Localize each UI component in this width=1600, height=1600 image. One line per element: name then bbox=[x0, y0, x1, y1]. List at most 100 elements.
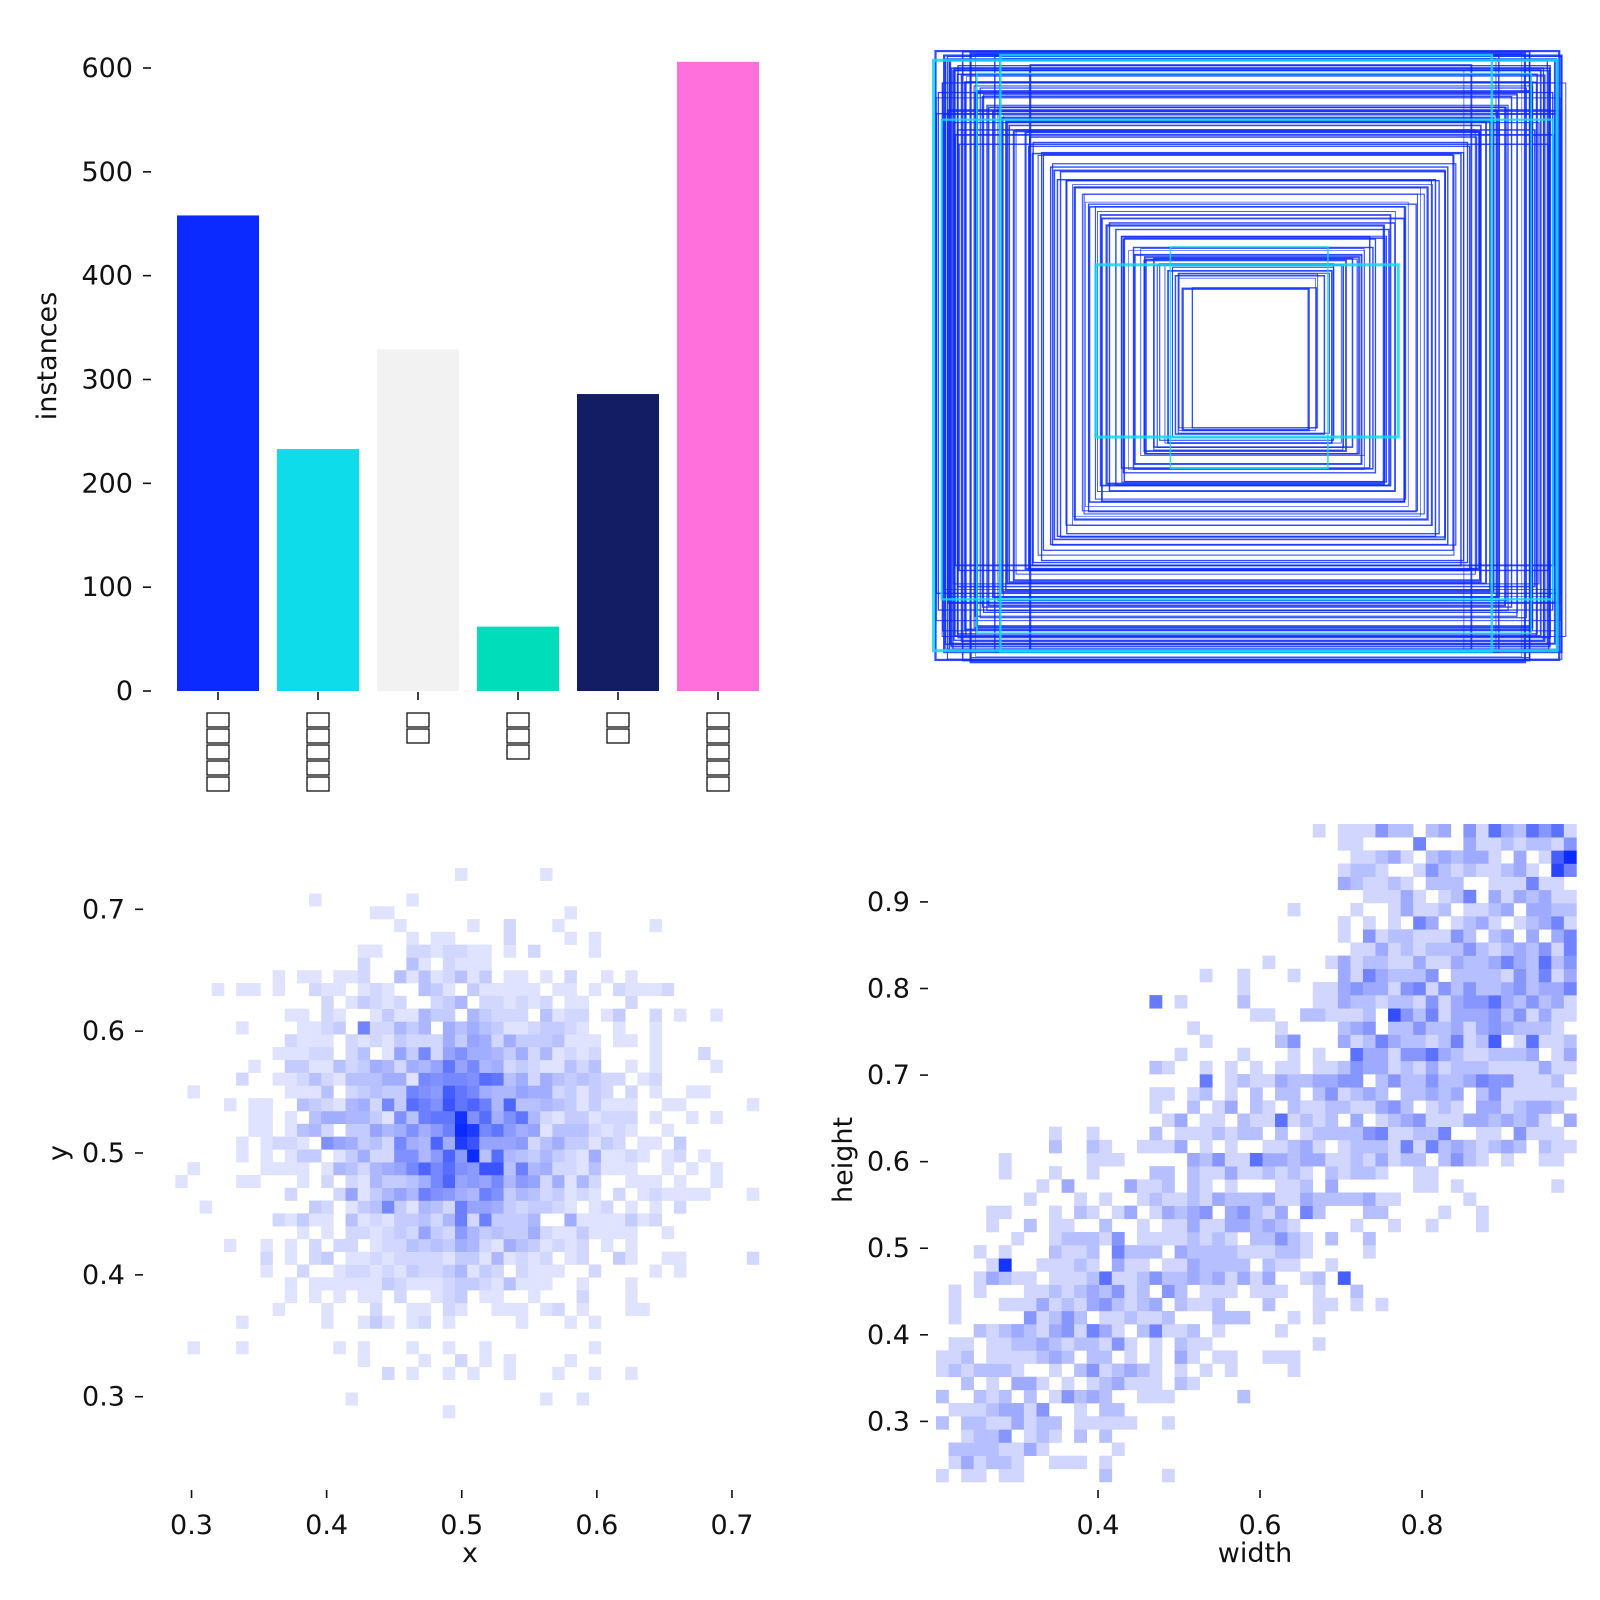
wh-heatmap-cell bbox=[1337, 837, 1351, 851]
wh-heatmap-cell bbox=[1350, 1034, 1364, 1049]
xy-heatmap-cell bbox=[637, 1136, 650, 1150]
wh-heatmap-cell bbox=[1036, 1310, 1050, 1325]
wh-heatmap-cell bbox=[1262, 1350, 1276, 1364]
wh-heatmap-cell bbox=[1199, 1113, 1213, 1127]
wh-heatmap-cell bbox=[1224, 1139, 1238, 1154]
xy-heatmap-cell bbox=[442, 1226, 456, 1240]
xy-heatmap-cell bbox=[661, 1251, 675, 1265]
wh-heatmap-cell bbox=[1023, 1350, 1037, 1364]
wh-heatmap-cell bbox=[1300, 1271, 1314, 1285]
wh-heatmap-cell bbox=[1337, 1060, 1351, 1075]
wh-heatmap-cell bbox=[1224, 1231, 1238, 1246]
bar-y-tick-label: 200 bbox=[81, 468, 133, 499]
xy-heatmap-cell bbox=[588, 1162, 602, 1176]
xy-heatmap-cell bbox=[454, 995, 468, 1009]
wh-heatmap-cell bbox=[1362, 968, 1376, 983]
xy-heatmap-cell bbox=[613, 1136, 626, 1150]
xy-heatmap-cell bbox=[479, 1085, 492, 1099]
wh-heatmap-cell bbox=[1086, 1284, 1100, 1299]
wh-heatmap-cell bbox=[1513, 1087, 1527, 1101]
wh-heatmap-cell bbox=[1224, 1218, 1238, 1233]
wh-heatmap-cell bbox=[1337, 824, 1351, 838]
wh-heatmap-cell bbox=[1488, 863, 1502, 877]
xy-heatmap-cell bbox=[357, 1277, 371, 1291]
wh-heatmap-cell bbox=[1111, 1416, 1125, 1430]
xy-heatmap-cell bbox=[467, 1008, 480, 1022]
wh-heatmap-cells bbox=[936, 824, 1577, 1483]
wh-heatmap-cell bbox=[1551, 902, 1565, 917]
xy-heatmap-cell bbox=[552, 1072, 565, 1086]
wh-heatmap-cell bbox=[1350, 955, 1364, 970]
xy-heatmap-cell bbox=[527, 1277, 541, 1291]
wh-heatmap-cell bbox=[1162, 1468, 1175, 1483]
wh-heatmap-cell bbox=[1212, 1218, 1226, 1233]
wh-heatmap-cell bbox=[1262, 1245, 1276, 1259]
xy-heatmap-cell bbox=[503, 1123, 517, 1137]
wh-heatmap-cell bbox=[1463, 981, 1477, 996]
xy-heatmap-cell bbox=[625, 1085, 638, 1099]
wh-heatmap-cell bbox=[1337, 863, 1351, 877]
xy-heatmap-cell bbox=[418, 1302, 431, 1316]
xy-heatmap-cell bbox=[406, 1264, 419, 1278]
wh-heatmap-cell bbox=[1262, 1139, 1276, 1154]
wh-heatmap-cell bbox=[1136, 1179, 1150, 1193]
xy-y-tick-label: 0.5 bbox=[82, 1138, 125, 1169]
wh-heatmap-cell bbox=[1526, 1021, 1540, 1035]
wh-heatmap-cell bbox=[1162, 1389, 1175, 1404]
xy-heatmap-cell bbox=[588, 1200, 602, 1214]
wh-heatmap-cell bbox=[1463, 942, 1477, 956]
xy-heatmap-cell bbox=[625, 1162, 638, 1176]
wh-heatmap-cell bbox=[1074, 1271, 1087, 1285]
xy-heatmap-cell bbox=[430, 1008, 444, 1022]
xy-heatmap-cell bbox=[527, 1046, 541, 1061]
xy-heatmap-cell bbox=[564, 1072, 577, 1086]
xy-heatmap-cell bbox=[600, 1110, 614, 1125]
wh-heatmap-cell bbox=[1325, 995, 1339, 1009]
xy-heatmap-cell bbox=[540, 970, 553, 984]
xy-heatmap-cell bbox=[369, 906, 383, 920]
xy-heatmap-cell bbox=[406, 1162, 419, 1176]
wh-heatmap-cell bbox=[1174, 1350, 1188, 1364]
xy-heatmap-cell bbox=[625, 1290, 638, 1304]
xy-heatmap-cell bbox=[552, 1059, 565, 1073]
xy-heatmap-cell bbox=[357, 1264, 371, 1278]
xy-heatmap-cell bbox=[296, 1226, 310, 1240]
xy-heatmap-cell bbox=[491, 995, 504, 1009]
xy-heatmap-cell bbox=[588, 1226, 602, 1240]
wh-heatmap-cell bbox=[1551, 1126, 1565, 1141]
xy-heatmap-cell bbox=[284, 1123, 298, 1137]
wh-heatmap-cell bbox=[1249, 1245, 1263, 1259]
wh-heatmap-cell bbox=[1162, 1271, 1175, 1285]
instance-box bbox=[964, 81, 1537, 637]
xy-heatmap-cell bbox=[503, 931, 517, 945]
wh-heatmap-cell bbox=[1162, 1192, 1175, 1206]
wh-heatmap-cell bbox=[1425, 1060, 1439, 1075]
wh-heatmap-cell bbox=[1111, 1245, 1125, 1259]
xy-heatmap-cell bbox=[333, 1008, 346, 1022]
wh-heatmap-cell bbox=[1488, 850, 1502, 864]
wh-heatmap-cell bbox=[1488, 902, 1502, 917]
wh-heatmap-cell bbox=[1538, 1126, 1552, 1141]
wh-heatmap-cell bbox=[1149, 1126, 1163, 1141]
xy-heatmap-cell bbox=[552, 1187, 565, 1201]
xy-heatmap-cell bbox=[540, 1110, 553, 1125]
bar-category-glyph bbox=[206, 712, 230, 728]
wh-heatmap-cell bbox=[1337, 1087, 1351, 1101]
wh-heatmap-cell bbox=[1463, 1113, 1477, 1127]
xy-heatmap-cell bbox=[527, 1226, 541, 1240]
xy-heatmap-cell bbox=[442, 995, 456, 1009]
wh-heatmap-cell bbox=[1551, 955, 1565, 970]
xy-heatmap-cell bbox=[248, 1098, 261, 1112]
wh-heatmap-cell bbox=[1212, 1166, 1226, 1180]
wh-heatmap-cell bbox=[1475, 1060, 1489, 1075]
wh-heatmap-cell bbox=[1375, 1205, 1389, 1220]
wh-heatmap-cell bbox=[1425, 902, 1439, 917]
wh-heatmap-cell bbox=[1011, 1468, 1025, 1483]
xy-heatmap-cell bbox=[576, 1008, 590, 1022]
wh-heatmap-cell bbox=[1136, 1258, 1150, 1272]
xy-heatmap-cell bbox=[394, 1251, 407, 1265]
wh-heatmap-cell bbox=[1249, 1153, 1263, 1167]
wh-heatmap-cell bbox=[1262, 1284, 1276, 1299]
xy-heatmap-cell bbox=[406, 1187, 419, 1201]
wh-heatmap-cell bbox=[1488, 1113, 1502, 1127]
